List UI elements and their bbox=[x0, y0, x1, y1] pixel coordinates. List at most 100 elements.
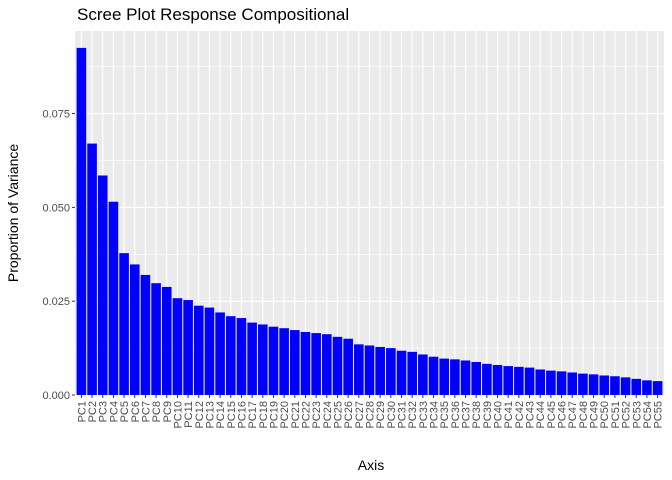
x-tick-label: PC35 bbox=[439, 401, 451, 429]
bar-pc16 bbox=[236, 318, 247, 395]
bar-pc55 bbox=[652, 381, 663, 395]
x-tick-label: PC45 bbox=[546, 401, 558, 429]
bar-pc1 bbox=[76, 47, 87, 395]
bar-pc33 bbox=[418, 354, 428, 395]
bar-pc51 bbox=[610, 376, 620, 395]
x-tick-label: PC27 bbox=[354, 401, 366, 429]
x-tick-label: PC22 bbox=[300, 401, 312, 429]
bar-pc31 bbox=[396, 350, 407, 395]
y-tick-label: 0.000 bbox=[42, 390, 70, 402]
x-tick-label: PC51 bbox=[610, 401, 622, 429]
x-tick-label: PC46 bbox=[557, 401, 569, 429]
x-tick-label: PC30 bbox=[386, 401, 398, 429]
x-tick-label: PC5 bbox=[119, 401, 131, 422]
bar-pc34 bbox=[428, 356, 439, 395]
x-tick-label: PC16 bbox=[236, 401, 248, 429]
x-tick-label: PC44 bbox=[535, 401, 547, 429]
bar-pc50 bbox=[599, 375, 610, 395]
bar-pc20 bbox=[279, 328, 289, 395]
bar-pc6 bbox=[129, 264, 140, 395]
bar-pc39 bbox=[482, 363, 492, 395]
x-tick-label: PC29 bbox=[375, 401, 387, 429]
x-tick-label: PC6 bbox=[130, 401, 142, 422]
x-tick-label: PC18 bbox=[258, 401, 270, 429]
bar-pc43 bbox=[524, 367, 535, 395]
bar-pc49 bbox=[588, 374, 599, 395]
x-tick-label: PC47 bbox=[567, 401, 579, 429]
x-tick-label: PC15 bbox=[226, 401, 238, 429]
bar-pc41 bbox=[503, 366, 514, 395]
bar-pc44 bbox=[535, 369, 546, 395]
bar-pc8 bbox=[151, 283, 161, 395]
bar-pc47 bbox=[567, 372, 578, 395]
y-tick-label: 0.025 bbox=[42, 296, 70, 308]
bar-pc2 bbox=[87, 143, 97, 395]
bar-pc25 bbox=[332, 336, 343, 395]
bar-pc21 bbox=[290, 330, 300, 395]
x-tick-label: PC11 bbox=[183, 401, 195, 428]
y-tick-label: 0.075 bbox=[42, 109, 70, 121]
x-tick-label: PC9 bbox=[162, 401, 174, 422]
bar-pc7 bbox=[140, 274, 151, 395]
x-tick-label: PC53 bbox=[631, 401, 643, 429]
x-tick-label: PC48 bbox=[578, 401, 590, 429]
bar-pc28 bbox=[364, 345, 375, 395]
x-tick-label: PC10 bbox=[172, 401, 184, 429]
bar-pc5 bbox=[119, 253, 129, 395]
x-tick-label: PC4 bbox=[108, 401, 120, 422]
bar-pc18 bbox=[257, 324, 268, 395]
y-axis-title: Proportion of Variance bbox=[5, 144, 21, 282]
bar-pc42 bbox=[514, 366, 524, 395]
x-tick-label: PC20 bbox=[279, 401, 291, 429]
bar-pc17 bbox=[247, 322, 257, 395]
x-tick-label: PC36 bbox=[450, 401, 462, 429]
bar-pc53 bbox=[631, 378, 642, 395]
x-tick-label: PC1 bbox=[76, 401, 88, 422]
bar-pc12 bbox=[193, 305, 204, 395]
x-tick-label: PC7 bbox=[140, 401, 152, 422]
bar-pc38 bbox=[471, 361, 482, 395]
x-tick-label: PC54 bbox=[642, 401, 654, 429]
x-tick-label: PC19 bbox=[268, 401, 280, 429]
bar-pc32 bbox=[407, 351, 417, 395]
chart-title: Scree Plot Response Compositional bbox=[77, 5, 349, 24]
x-tick-label: PC21 bbox=[290, 401, 302, 429]
bar-pc54 bbox=[642, 380, 652, 395]
bar-pc46 bbox=[556, 371, 567, 395]
x-tick-label: PC2 bbox=[87, 401, 99, 422]
bar-pc40 bbox=[492, 364, 503, 395]
bar-pc24 bbox=[322, 334, 332, 395]
bar-pc35 bbox=[439, 358, 449, 395]
x-tick-label: PC31 bbox=[397, 401, 409, 429]
bar-pc9 bbox=[161, 286, 172, 395]
x-axis-title: Axis bbox=[358, 457, 384, 473]
x-tick-label: PC41 bbox=[503, 401, 515, 429]
x-tick-label: PC39 bbox=[482, 401, 494, 429]
x-tick-label: PC38 bbox=[471, 401, 483, 429]
x-tick-label: PC8 bbox=[151, 401, 163, 422]
bar-pc11 bbox=[183, 300, 193, 395]
x-tick-label: PC50 bbox=[599, 401, 611, 429]
x-axis-ticks: PC1PC2PC3PC4PC5PC6PC7PC8PC9PC10PC11PC12P… bbox=[76, 395, 665, 429]
x-tick-label: PC49 bbox=[589, 401, 601, 429]
bar-pc26 bbox=[343, 338, 353, 395]
x-tick-label: PC28 bbox=[365, 401, 377, 429]
bar-pc4 bbox=[108, 201, 119, 395]
bar-pc14 bbox=[215, 312, 225, 395]
bar-pc29 bbox=[375, 346, 385, 395]
bar-pc45 bbox=[546, 370, 556, 395]
x-tick-label: PC25 bbox=[332, 401, 344, 429]
bar-pc48 bbox=[578, 373, 588, 395]
bar-pc37 bbox=[460, 360, 471, 395]
bars bbox=[76, 47, 663, 395]
x-tick-label: PC14 bbox=[215, 401, 227, 429]
bar-pc10 bbox=[172, 298, 183, 395]
bar-pc27 bbox=[354, 344, 364, 395]
bar-pc3 bbox=[97, 175, 108, 395]
bar-pc30 bbox=[386, 348, 396, 395]
bar-pc23 bbox=[311, 333, 321, 395]
x-tick-label: PC42 bbox=[514, 401, 526, 429]
x-tick-label: PC12 bbox=[194, 401, 206, 429]
